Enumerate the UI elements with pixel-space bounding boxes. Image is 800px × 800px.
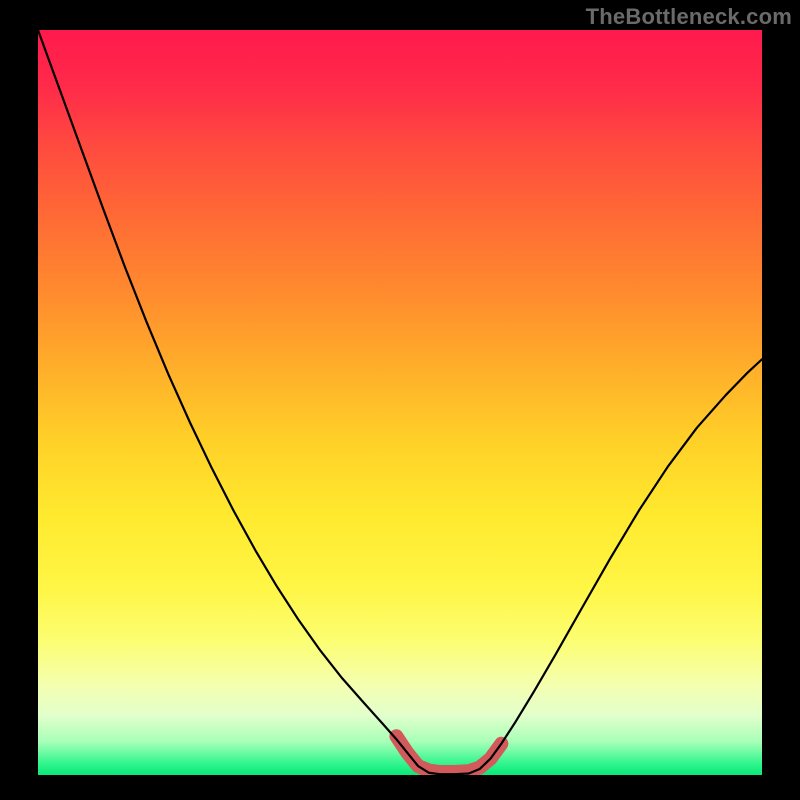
watermark-text: TheBottleneck.com [586, 4, 792, 30]
chart-svg [38, 30, 762, 775]
chart-plot-area [38, 30, 762, 775]
chart-background [38, 30, 762, 775]
